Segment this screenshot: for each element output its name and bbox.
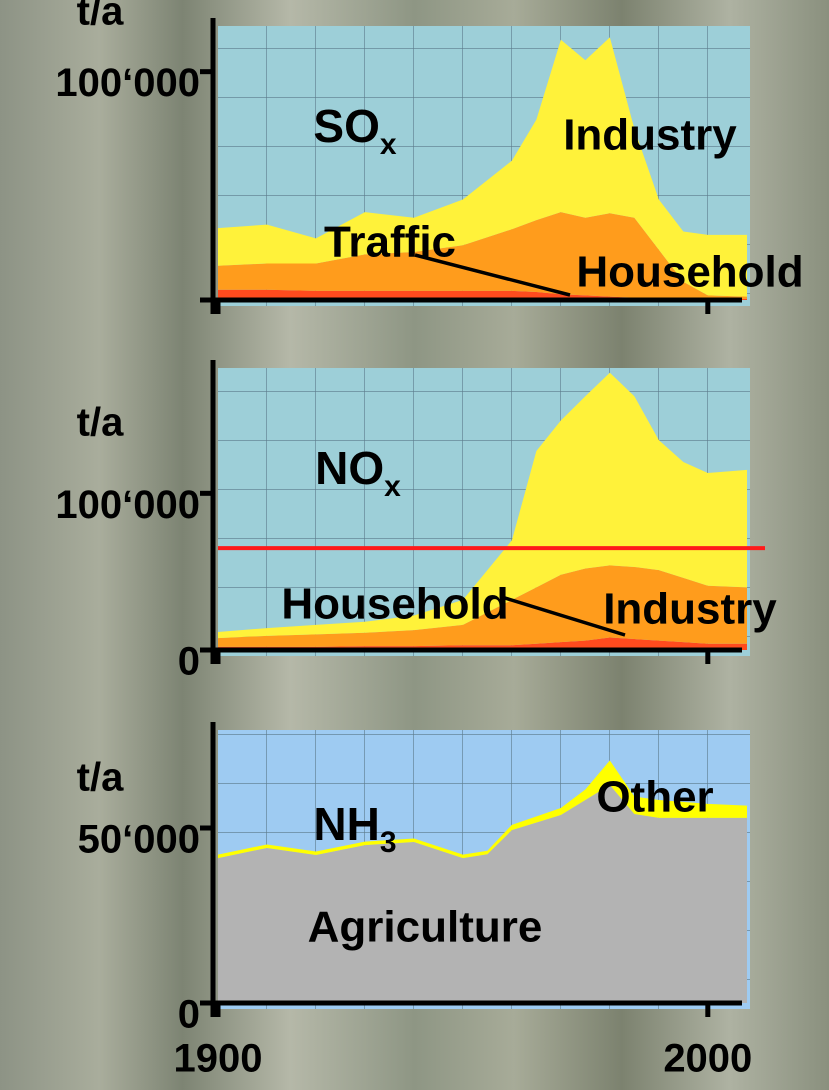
title-text: NH	[313, 798, 379, 850]
y-tick-label: 0	[178, 640, 200, 684]
x-tick-label: 2000	[663, 1037, 752, 1081]
series-label: Household	[281, 580, 508, 629]
series-label: Household	[576, 248, 803, 297]
series-label: Agriculture	[308, 903, 543, 952]
title-text: NO	[315, 442, 384, 494]
y-tick-label: 100‘000	[55, 483, 200, 527]
y-axis-label: t/a	[77, 756, 124, 800]
series-label: Industry	[603, 585, 777, 634]
y-tick-label: 100‘000	[55, 61, 200, 105]
series-label: Traffic	[324, 218, 456, 267]
title-text: SO	[313, 100, 379, 152]
slide: 100‘000t/aSOxHouseholdTrafficIndustry010…	[0, 0, 829, 1090]
y-axis-label: t/a	[77, 401, 124, 445]
title-subscript: x	[384, 470, 401, 503]
y-tick-label: 50‘000	[78, 818, 200, 862]
title-subscript: 3	[380, 826, 397, 859]
title-subscript: x	[380, 128, 397, 161]
series-label: Other	[596, 773, 713, 822]
x-tick-label: 1900	[174, 1037, 263, 1081]
y-axis-label: t/a	[77, 0, 124, 34]
y-tick-label: 0	[178, 993, 200, 1037]
series-label: Industry	[563, 111, 737, 160]
